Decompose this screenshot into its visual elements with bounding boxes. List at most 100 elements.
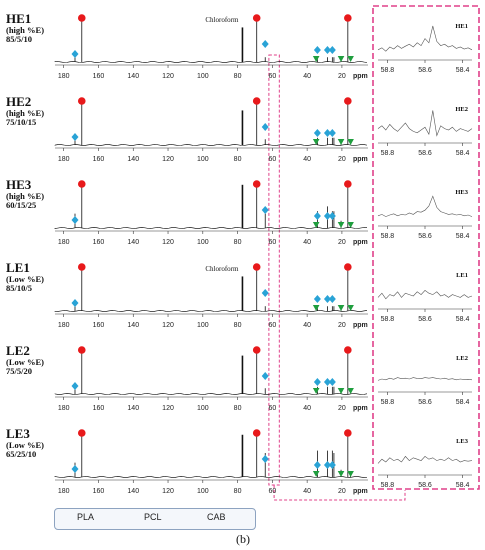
x-tick-label: 80 <box>234 405 242 412</box>
marker-cab <box>347 388 354 394</box>
marker-pcl <box>323 212 331 220</box>
x-tick-label: 120 <box>162 405 174 412</box>
x-tick-label: 40 <box>303 73 311 80</box>
marker-pcl <box>313 295 321 303</box>
x-tick-label: 140 <box>127 322 139 329</box>
legend-label-pla: PLA <box>77 512 95 522</box>
x-tick-label: 60 <box>268 488 276 495</box>
zoom-trace-he1 <box>377 25 473 52</box>
marker-cab <box>347 471 354 477</box>
x-tick-label: 80 <box>234 73 242 80</box>
marker-pcl <box>71 133 79 141</box>
sample-label-le3: LE3 (Low %E) 65/25/10 <box>6 427 44 458</box>
marker-pcl <box>323 295 331 303</box>
x-tick-label: 20 <box>338 322 346 329</box>
sample-id: HE2 <box>6 94 32 109</box>
sample-label-he3: HE3 (high %E) 60/15/25 <box>6 178 44 209</box>
x-tick-label: 160 <box>93 488 105 495</box>
sample-id: HE3 <box>6 177 32 192</box>
marker-pla <box>252 346 261 354</box>
x-tick-label: 160 <box>93 73 105 80</box>
zoom-label-he2: HE2 <box>455 106 468 113</box>
marker-pcl <box>313 129 321 137</box>
sample-group: (high %E) <box>6 190 45 201</box>
zoom-panel-frame <box>372 5 480 490</box>
x-tick-label: 40 <box>303 488 311 495</box>
zoom-x-tick-label: 58.4 <box>456 233 470 240</box>
x-tick-label: 60 <box>268 73 276 80</box>
zoom-label-he1: HE1 <box>455 23 468 30</box>
sample-group: (Low %E) <box>6 356 45 367</box>
marker-pla <box>77 180 86 188</box>
x-tick-label: 80 <box>234 322 242 329</box>
x-tick-label: 80 <box>234 488 242 495</box>
marker-cab <box>337 305 345 311</box>
marker-cab <box>337 222 345 228</box>
x-tick-label: 100 <box>197 488 209 495</box>
zoom-x-tick-label: 58.8 <box>381 67 395 74</box>
x-tick-label: 20 <box>338 488 346 495</box>
zoom-x-tick-label: 58.8 <box>381 482 395 489</box>
marker-pcl <box>323 129 331 137</box>
x-tick-label: 100 <box>197 322 209 329</box>
x-tick-label: 20 <box>338 156 346 163</box>
x-unit-label: ppm <box>353 239 368 246</box>
marker-cab <box>347 222 354 228</box>
x-tick-label: 60 <box>268 156 276 163</box>
marker-pcl <box>328 129 336 137</box>
marker-cab <box>337 56 345 62</box>
zoom-x-tick-label: 58.8 <box>381 399 395 406</box>
zoom-label-le3: LE3 <box>456 438 469 445</box>
marker-cab <box>337 139 345 145</box>
zoom-x-tick-label: 58.6 <box>418 67 432 74</box>
x-tick-label: 120 <box>162 322 174 329</box>
marker-pcl <box>323 461 331 469</box>
x-tick-label: 80 <box>234 239 242 246</box>
marker-pla <box>77 263 86 271</box>
marker-pcl <box>328 295 336 303</box>
zoom-x-tick-label: 58.6 <box>418 233 432 240</box>
sample-ratio: 85/5/10 <box>6 33 32 44</box>
marker-pla <box>77 14 86 22</box>
marker-pla <box>252 97 261 105</box>
marker-pla <box>344 14 352 22</box>
zoom-label-le2: LE2 <box>456 355 468 362</box>
x-tick-label: 60 <box>268 405 276 412</box>
marker-pla <box>77 97 86 105</box>
zoom-label-le1: LE1 <box>456 272 468 279</box>
x-tick-label: 20 <box>338 405 346 412</box>
marker-pla <box>252 263 261 271</box>
x-tick-label: 140 <box>127 405 139 412</box>
x-tick-label: 20 <box>338 73 346 80</box>
x-tick-label: 180 <box>58 239 70 246</box>
marker-cab <box>312 139 320 145</box>
spectrum-he2: 180 160 140 120 100 80 60 40 20 ppm <box>54 102 368 163</box>
spectrum-baseline <box>54 61 368 63</box>
zoom-x-tick-label: 58.6 <box>418 150 432 157</box>
zoom-trace-he3 <box>377 195 473 217</box>
marker-cab <box>347 139 354 145</box>
marker-cab <box>347 305 354 311</box>
marker-pcl <box>313 378 321 386</box>
sample-ratio: 60/15/25 <box>6 199 37 210</box>
x-unit-label: ppm <box>353 488 368 495</box>
x-tick-label: 120 <box>162 156 174 163</box>
marker-cab <box>312 471 320 477</box>
marker-pcl <box>71 299 79 307</box>
sample-group: (Low %E) <box>6 439 45 450</box>
zoom-x-tick-label: 58.4 <box>456 399 470 406</box>
marker-cab <box>312 56 320 62</box>
spectrum-baseline <box>54 393 368 395</box>
highlight-region-box <box>268 54 280 486</box>
marker-pcl <box>261 123 269 131</box>
x-tick-label: 100 <box>197 156 209 163</box>
marker-cab <box>312 388 320 394</box>
marker-pcl <box>71 465 79 473</box>
x-tick-label: 100 <box>197 405 209 412</box>
solvent-label: Chloroform <box>205 265 239 273</box>
marker-pla <box>344 346 352 354</box>
spectrum-le3: 180 160 140 120 100 80 60 40 20 ppm <box>54 434 368 495</box>
zoom-x-tick-label: 58.4 <box>456 482 470 489</box>
x-tick-label: 140 <box>127 156 139 163</box>
zoom-x-tick-label: 58.4 <box>456 150 470 157</box>
